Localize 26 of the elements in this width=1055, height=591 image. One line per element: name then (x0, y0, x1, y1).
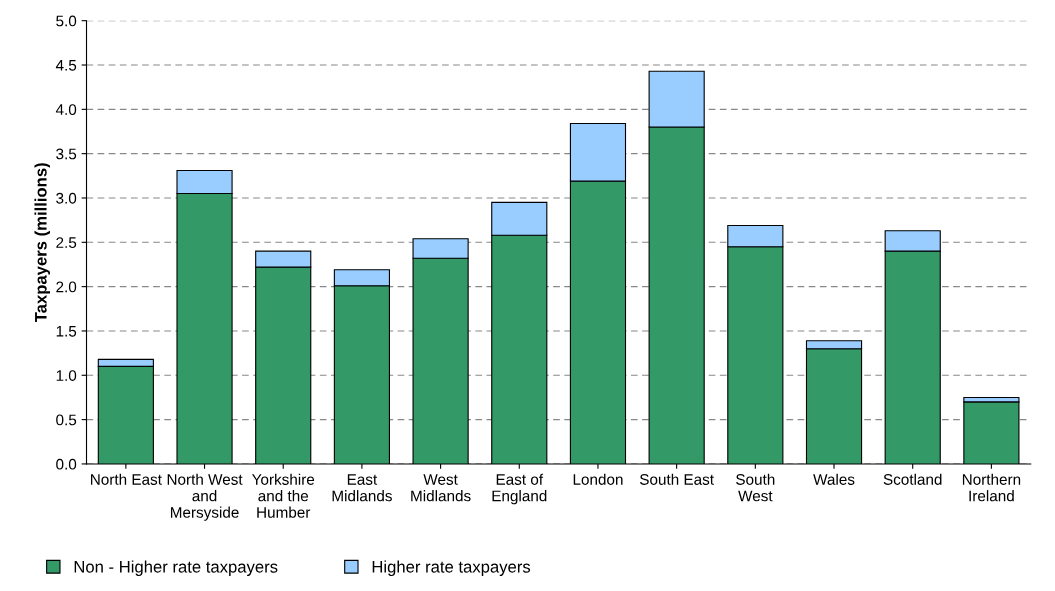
y-tick-label: 0.5 (56, 414, 77, 426)
x-tick-label: East of England (492, 473, 547, 505)
x-tick-label: Northern Ireland (962, 473, 1021, 502)
x-tick-label: North East (91, 473, 162, 485)
y-tick-label: 1.0 (56, 370, 77, 381)
y-tick-label: 2.0 (56, 281, 77, 293)
y-tick-label: 3.0 (56, 192, 77, 204)
y-tick-label: 4.0 (55, 104, 77, 116)
legend-label: Higher rate taxpayers (372, 560, 531, 576)
x-tick-label: Wales (813, 473, 855, 485)
y-tick-label: 0.0 (56, 458, 77, 470)
y-tick-label: 5.0 (56, 15, 77, 27)
x-tick-label: Yorkshire and the Humber (251, 473, 315, 518)
x-tick-label: North West and Mersyside (167, 473, 243, 521)
y-axis-title: Taxpayers (millions) (34, 163, 50, 323)
x-tick-label: East Midlands (332, 474, 392, 502)
x-tick-label: West Midlands (411, 474, 471, 502)
x-tick-label: South West (736, 473, 775, 502)
y-tick-label: 1.5 (56, 325, 77, 337)
y-tick-label: 3.5 (56, 148, 77, 160)
y-tick-label: 4.5 (55, 60, 77, 71)
x-tick-label: Scotland (883, 473, 942, 485)
x-tick-label: South East (639, 473, 714, 485)
y-tick-label: 2.5 (56, 237, 77, 248)
x-tick-label: London (573, 473, 623, 485)
legend-label: Non - Higher rate taxpayers (74, 560, 278, 576)
